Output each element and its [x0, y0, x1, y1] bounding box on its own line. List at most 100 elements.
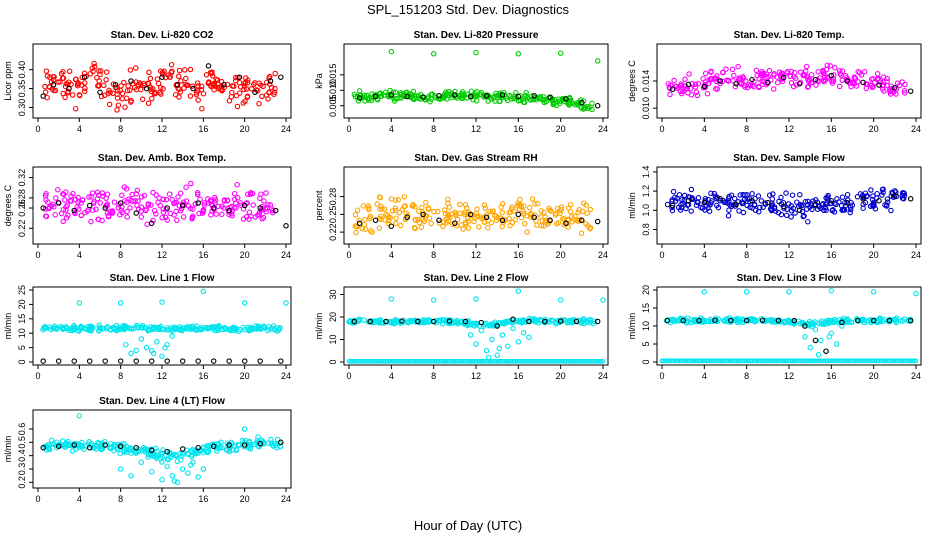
data-point	[465, 225, 472, 231]
data-point	[452, 92, 458, 98]
data-point	[722, 199, 729, 205]
data-point	[496, 345, 503, 352]
data-point	[233, 74, 239, 81]
data-point	[404, 93, 410, 100]
data-point	[855, 79, 861, 85]
data-point	[221, 197, 228, 203]
data-point	[801, 213, 807, 219]
data-point	[253, 440, 260, 446]
data-point	[708, 190, 714, 197]
data-point	[159, 214, 165, 221]
data-point	[732, 83, 739, 90]
data-point	[524, 229, 530, 235]
data-point	[103, 325, 110, 332]
data-point	[515, 51, 522, 57]
data-point	[583, 202, 590, 208]
data-point	[912, 358, 917, 364]
data-point	[870, 203, 877, 209]
data-point	[827, 319, 833, 325]
data-point	[148, 220, 155, 227]
data-point	[714, 73, 720, 79]
data-point	[71, 207, 77, 214]
panel-co2: Stan. Dev. Li-820 CO2 Licor ppm 0 4 8 12 16 20 2…	[3, 30, 292, 134]
data-point	[423, 212, 430, 219]
data-point	[119, 90, 126, 97]
data-point	[95, 83, 101, 89]
data-point	[567, 201, 574, 208]
data-point	[203, 72, 210, 78]
data-point	[226, 98, 233, 104]
data-point	[105, 212, 112, 219]
x-tick-label: 12	[471, 250, 481, 260]
data-point	[354, 207, 361, 213]
data-point	[804, 63, 810, 70]
data-point	[467, 211, 474, 218]
y-tick-label: 0.28	[328, 188, 338, 206]
data-point	[698, 204, 704, 211]
data-point	[528, 210, 534, 217]
data-point	[803, 206, 810, 212]
data-point	[61, 197, 68, 203]
data-point	[236, 90, 243, 96]
data-point	[791, 317, 798, 324]
data-point	[62, 94, 68, 101]
data-point	[389, 208, 396, 214]
data-point	[142, 324, 148, 331]
x-tick-label: 0	[35, 250, 40, 260]
data-point	[248, 190, 254, 196]
data-point	[231, 190, 238, 197]
data-point	[99, 446, 106, 452]
data-point	[557, 297, 564, 303]
data-point	[135, 198, 141, 204]
data-point	[686, 71, 692, 77]
data-point	[59, 438, 66, 444]
data-point	[874, 190, 880, 197]
data-point	[818, 337, 824, 344]
data-point	[110, 324, 116, 331]
data-point	[213, 211, 219, 217]
data-point	[483, 212, 490, 218]
data-point	[836, 83, 843, 90]
data-point	[148, 447, 155, 454]
panel-title: Stan. Dev. Line 1 Flow	[110, 273, 215, 284]
data-point	[483, 348, 490, 354]
data-point	[499, 217, 506, 224]
data-point	[568, 213, 575, 220]
data-point	[473, 341, 479, 347]
y-tick-label: 0.005	[328, 94, 338, 117]
data-point	[687, 85, 694, 92]
data-point	[452, 220, 458, 227]
x-tick-label: 0	[346, 371, 351, 381]
data-point	[441, 91, 448, 98]
data-point	[189, 452, 195, 458]
data-point	[124, 444, 130, 450]
data-point	[175, 73, 182, 80]
data-point	[243, 86, 250, 92]
data-point	[391, 98, 398, 104]
data-point	[210, 205, 217, 211]
data-point	[106, 101, 113, 108]
data-point	[42, 193, 49, 199]
data-point	[159, 353, 165, 359]
data-point	[377, 317, 384, 323]
y-tick-label: 20	[328, 312, 338, 322]
data-point	[831, 316, 838, 323]
data-point	[356, 220, 363, 227]
data-point	[183, 198, 190, 204]
data-point	[532, 201, 538, 207]
data-point	[515, 288, 522, 294]
data-point	[766, 192, 773, 198]
data-point	[894, 80, 901, 86]
data-point	[242, 98, 248, 105]
data-point	[717, 196, 723, 202]
data-point	[526, 204, 533, 211]
data-point	[374, 201, 380, 207]
data-point	[560, 216, 566, 222]
x-tick-label: 24	[911, 124, 921, 134]
data-point	[61, 191, 67, 198]
data-point	[464, 211, 471, 218]
data-point	[555, 317, 562, 324]
data-point	[814, 206, 821, 212]
x-tick-label: 16	[198, 371, 208, 381]
y-tick-label: 1.4	[641, 166, 651, 179]
